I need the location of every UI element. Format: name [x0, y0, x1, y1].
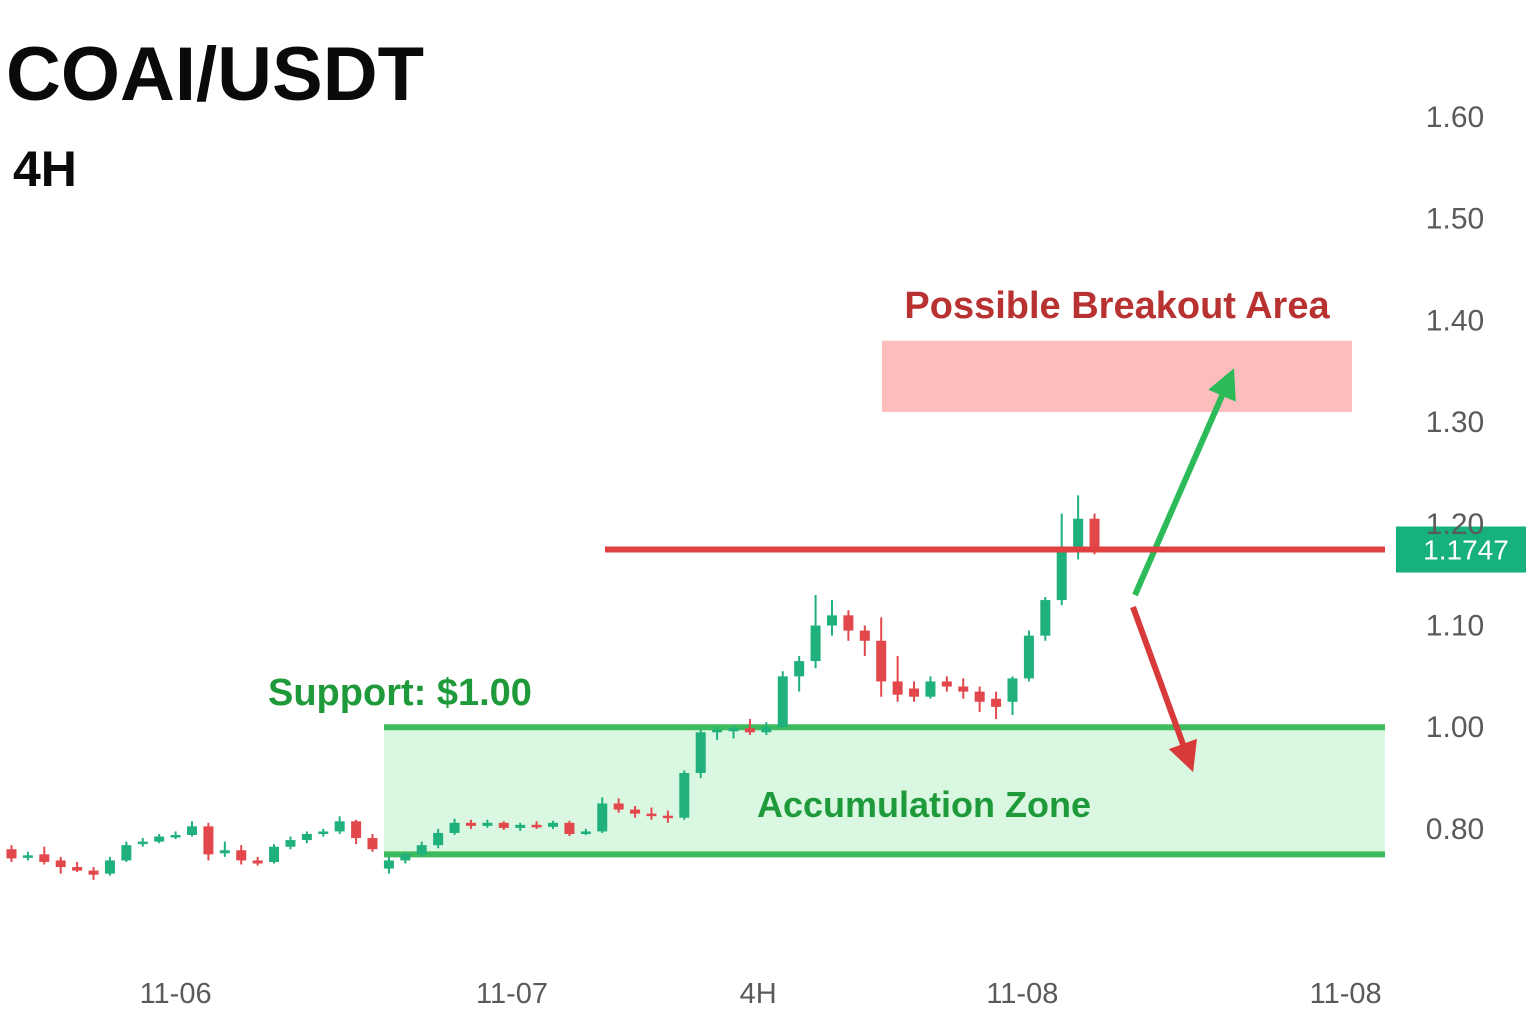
candle-body [186, 826, 197, 836]
y-tick-label: 1.00 [1426, 711, 1484, 744]
x-tick-label: 11-08 [1310, 978, 1382, 1010]
candle-body [6, 849, 17, 859]
candle-body [646, 813, 657, 817]
candle-body [679, 772, 690, 818]
candle-body [154, 836, 165, 842]
candle-body [826, 615, 837, 626]
candle-body [137, 841, 148, 845]
candle-body [564, 822, 575, 834]
candle-body [170, 835, 181, 838]
candle-body [482, 822, 493, 826]
candle-body [39, 854, 50, 862]
price-tag [1396, 526, 1526, 573]
y-tick-label: 1.40 [1426, 304, 1484, 337]
chart-subtitle: 4H [13, 141, 77, 197]
candle-body [597, 803, 608, 832]
candle-body [531, 824, 542, 828]
candle-body [662, 815, 673, 819]
candle-body [334, 821, 345, 832]
candle-body [810, 625, 821, 662]
candle-body [88, 870, 99, 875]
down-arrow [1130, 605, 1197, 773]
zone-label: Accumulation Zone [757, 784, 1091, 825]
x-tick-label: 11-07 [476, 978, 548, 1010]
candle-body [1007, 678, 1018, 702]
candle-body [744, 728, 755, 733]
candle-body [958, 686, 969, 692]
candle-body [991, 698, 1002, 707]
zones [384, 340, 1385, 858]
candles [6, 495, 1100, 880]
candle-body [580, 831, 591, 834]
candle-body [1056, 552, 1067, 601]
breakout-label: Possible Breakout Area [904, 285, 1330, 327]
x-tick-label: 11-06 [140, 978, 212, 1010]
y-tick-label: 0.80 [1426, 813, 1484, 846]
candle-body [630, 809, 641, 814]
candle-body [859, 630, 870, 641]
candle-body [843, 615, 854, 631]
candle-body [400, 854, 411, 861]
candle-body [269, 846, 280, 862]
candle-body [728, 728, 739, 732]
candle-body [941, 681, 952, 687]
candle-body [121, 845, 132, 861]
overlay: 1.1747 [605, 368, 1526, 773]
candle-body [498, 822, 509, 828]
candle-body [777, 676, 788, 728]
candle-body [548, 822, 559, 827]
candle-body [203, 826, 214, 855]
candle-body [449, 822, 460, 833]
candle-body [925, 681, 936, 697]
candle-body [1040, 600, 1051, 636]
candle-body [794, 661, 805, 677]
candle-body [104, 860, 115, 874]
candle-body [55, 860, 66, 868]
candle-body [318, 831, 329, 834]
y-tick-label: 1.30 [1426, 406, 1484, 439]
candle-body [876, 640, 887, 682]
candle-body [351, 821, 362, 839]
y-tick-label: 1.50 [1426, 203, 1484, 236]
candle-body [515, 824, 526, 828]
candle-body [367, 838, 378, 850]
y-tick-label: 1.60 [1426, 101, 1484, 134]
y-tick-label: 1.10 [1426, 610, 1484, 643]
candle-body [695, 732, 706, 773]
support-label: Support: $1.00 [268, 672, 532, 714]
candle-body [252, 860, 263, 864]
candle-body [465, 822, 476, 826]
x-tick-label: 11-08 [986, 978, 1058, 1010]
up-arrow [1132, 368, 1236, 597]
candle-body [301, 833, 312, 841]
candle-body [892, 681, 903, 695]
accumulation-zone [384, 727, 1385, 855]
candle-body [219, 850, 230, 854]
candle-body [1023, 635, 1034, 679]
candle-body [613, 803, 624, 810]
candle-body [383, 860, 394, 869]
candle-body [236, 850, 247, 861]
candle-body [22, 855, 33, 858]
candle-body [761, 727, 772, 733]
candle-body [1073, 518, 1084, 553]
price-tag-label: 1.1747 [1423, 535, 1509, 566]
breakout-zone [882, 340, 1352, 412]
x-tick-label: 4H [740, 978, 777, 1010]
candle-body [416, 845, 427, 855]
candle-body [285, 840, 296, 847]
candle-body [909, 688, 920, 697]
y-tick-label: 1.20 [1426, 508, 1484, 541]
candle-body [712, 729, 723, 733]
candle-body [1089, 518, 1100, 550]
candle-body [433, 832, 444, 846]
chart-title: COAI/USDT [6, 32, 424, 117]
candle-body [974, 691, 985, 702]
candle-body [72, 867, 83, 871]
